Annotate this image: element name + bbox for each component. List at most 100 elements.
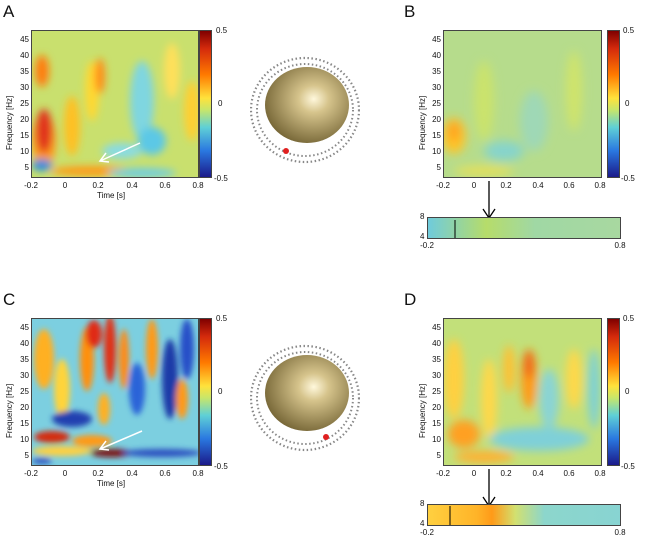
ytick-a: 45 <box>20 35 29 44</box>
head-sensor-map-bottom <box>250 343 360 458</box>
ytick-a: 35 <box>20 67 29 76</box>
xlabel-a: Time [s] <box>97 191 126 200</box>
xtick-c: -0.2 <box>24 469 38 478</box>
ytick-c: 10 <box>20 435 29 444</box>
colorbar-a <box>199 30 212 178</box>
strip-xtick-d: 0.8 <box>614 528 626 537</box>
cbar-mid-b: 0 <box>625 99 630 108</box>
xtick-a: 0.2 <box>92 181 104 190</box>
xtick-b: -0.2 <box>436 181 450 190</box>
xtick-c: 0.4 <box>126 469 138 478</box>
ytick-a: 20 <box>20 115 29 124</box>
colorbar-d <box>607 318 620 466</box>
xtick-d: 0.6 <box>563 469 575 478</box>
ytick-b: 25 <box>432 99 441 108</box>
tf-plot-a <box>31 30 199 178</box>
xtick-b: 0.6 <box>563 181 575 190</box>
cbar-min-d: -0.5 <box>621 462 635 471</box>
xtick-c: 0.8 <box>192 469 204 478</box>
ytick-a: 25 <box>20 99 29 108</box>
cbar-mid-d: 0 <box>625 387 630 396</box>
strip-ytick-d: 8 <box>420 499 425 508</box>
ytick-d: 10 <box>432 435 441 444</box>
strip-plot-d <box>427 504 621 526</box>
ytick-a: 15 <box>20 131 29 140</box>
electrode-icon <box>323 434 329 440</box>
strip-ytick-b: 8 <box>420 212 425 221</box>
ytick-d: 35 <box>432 355 441 364</box>
ytick-c: 40 <box>20 339 29 348</box>
cbar-mid-c: 0 <box>218 387 223 396</box>
tf-plot-b <box>443 30 602 178</box>
cbar-min-a: -0.5 <box>214 174 228 183</box>
xtick-b: 0.2 <box>500 181 512 190</box>
strip-plot-b <box>427 217 621 239</box>
colorbar-c <box>199 318 212 466</box>
ytick-d: 30 <box>432 371 441 380</box>
xtick-d: 0.2 <box>500 469 512 478</box>
strip-xtick-b: 0.8 <box>614 241 626 250</box>
xlabel-c: Time [s] <box>97 479 126 488</box>
tf-plot-d <box>443 318 602 466</box>
xtick-c: 0.2 <box>92 469 104 478</box>
xtick-a: 0.4 <box>126 181 138 190</box>
ytick-b: 30 <box>432 83 441 92</box>
tf-plot-c <box>31 318 199 466</box>
strip-xtick-d: -0.2 <box>420 528 434 537</box>
ytick-a: 10 <box>20 147 29 156</box>
xtick-a: 0 <box>62 181 68 190</box>
xtick-d: 0.8 <box>594 469 606 478</box>
xtick-c: 0 <box>62 469 68 478</box>
panel-label-a: A <box>3 2 15 21</box>
down-arrow-icon <box>482 181 496 220</box>
xtick-d: -0.2 <box>436 469 450 478</box>
ytick-d: 20 <box>432 403 441 412</box>
xtick-a: -0.2 <box>24 181 38 190</box>
ytick-b: 10 <box>432 147 441 156</box>
ytick-c: 45 <box>20 323 29 332</box>
panel-label-d: D <box>404 290 417 309</box>
down-arrow-icon <box>482 469 496 508</box>
ytick-b: 40 <box>432 51 441 60</box>
ytick-c: 35 <box>20 355 29 364</box>
xtick-b: 0.4 <box>532 181 544 190</box>
cbar-min-b: -0.5 <box>621 174 635 183</box>
ytick-d: 25 <box>432 387 441 396</box>
cbar-max-a: 0.5 <box>216 26 228 35</box>
ytick-b: 5 <box>436 163 441 172</box>
ytick-c: 30 <box>20 371 29 380</box>
ytick-c: 20 <box>20 403 29 412</box>
electrode-icon <box>283 148 289 154</box>
xtick-a: 0.6 <box>159 181 171 190</box>
strip-xtick-b: -0.2 <box>420 241 434 250</box>
cbar-max-d: 0.5 <box>623 314 635 323</box>
xtick-b: 0.8 <box>594 181 606 190</box>
cbar-max-c: 0.5 <box>216 314 228 323</box>
head-sensor-map-top <box>250 55 360 170</box>
xtick-c: 0.6 <box>159 469 171 478</box>
cbar-mid-a: 0 <box>218 99 223 108</box>
cbar-min-c: -0.5 <box>214 462 228 471</box>
ytick-b: 20 <box>432 115 441 124</box>
ytick-a: 5 <box>24 163 29 172</box>
strip-ytick-d: 4 <box>420 519 425 528</box>
panel-label-c: C <box>3 290 16 309</box>
xtick-a: 0.8 <box>192 181 204 190</box>
ytick-b: 35 <box>432 67 441 76</box>
ytick-a: 30 <box>20 83 29 92</box>
cbar-max-b: 0.5 <box>623 26 635 35</box>
head-icon <box>265 67 349 143</box>
xtick-b: 0 <box>471 181 477 190</box>
head-icon <box>265 355 349 431</box>
ytick-c: 15 <box>20 419 29 428</box>
ytick-d: 5 <box>436 451 441 460</box>
ytick-d: 45 <box>432 323 441 332</box>
ytick-b: 45 <box>432 35 441 44</box>
xtick-d: 0.4 <box>532 469 544 478</box>
panel-label-b: B <box>404 2 416 21</box>
xtick-d: 0 <box>471 469 477 478</box>
ytick-c: 25 <box>20 387 29 396</box>
ytick-c: 5 <box>24 451 29 460</box>
colorbar-b <box>607 30 620 178</box>
ytick-a: 40 <box>20 51 29 60</box>
